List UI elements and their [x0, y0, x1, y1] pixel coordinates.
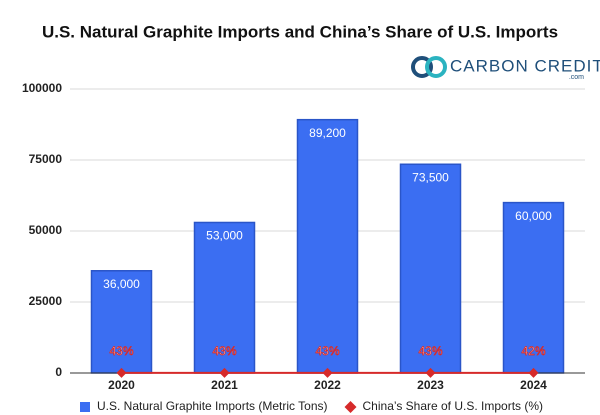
bar-value-label: 36,000: [103, 277, 140, 291]
percent-label: 43%: [418, 344, 442, 358]
x-tick-label: 2024: [520, 378, 547, 392]
legend-swatch: [80, 402, 90, 412]
x-tick-label: 2021: [211, 378, 238, 392]
line-marker: [116, 367, 127, 378]
bar-value-label: 60,000: [515, 209, 552, 223]
percent-label: 43%: [109, 344, 133, 358]
line-marker: [322, 367, 333, 378]
y-tick-label: 50000: [29, 223, 63, 237]
legend-swatch: [344, 401, 357, 413]
legend-label: China’s Share of U.S. Imports (%): [363, 399, 544, 413]
bar: [296, 118, 359, 374]
bar-value-label: 89,200: [309, 126, 346, 140]
line-marker: [528, 367, 539, 378]
bar: [193, 221, 256, 374]
x-tick-label: 2020: [108, 378, 135, 392]
legend-label: U.S. Natural Graphite Imports (Metric To…: [97, 399, 328, 413]
logo-ring: [411, 56, 433, 78]
percent-label: 43%: [212, 344, 236, 358]
logo-domain: .com: [569, 74, 584, 81]
bar-value-label: 53,000: [206, 229, 243, 243]
x-tick-label: 2023: [417, 378, 444, 392]
y-tick-label: 100000: [22, 81, 62, 95]
bar-value-label: 73,500: [412, 170, 449, 184]
percent-label: 42%: [521, 344, 545, 358]
y-tick-label: 75000: [29, 152, 63, 166]
percent-label: 43%: [315, 344, 339, 358]
logo: CARBON CREDITS .com: [411, 56, 600, 81]
line-marker: [425, 367, 436, 378]
bar: [90, 270, 153, 374]
logo-name: CARBON CREDITS: [450, 56, 600, 75]
bar: [502, 201, 565, 374]
logo-ring: [425, 56, 447, 78]
line-marker: [219, 367, 230, 378]
y-tick-label: 0: [55, 365, 62, 379]
chart-title: U.S. Natural Graphite Imports and China’…: [42, 22, 558, 41]
bar: [399, 163, 462, 374]
y-tick-label: 25000: [29, 294, 63, 308]
x-tick-label: 2022: [314, 378, 341, 392]
